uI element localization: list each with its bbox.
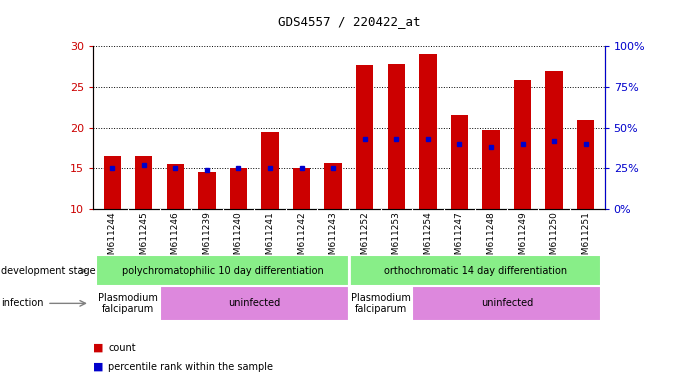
Bar	[135, 156, 153, 209]
Bar	[230, 168, 247, 209]
Bar	[349, 255, 601, 286]
Text: infection: infection	[1, 298, 44, 308]
Text: GSM611240: GSM611240	[234, 212, 243, 266]
Bar	[293, 168, 310, 209]
Text: GDS4557 / 220422_at: GDS4557 / 220422_at	[278, 15, 420, 28]
Text: GSM611253: GSM611253	[392, 212, 401, 266]
Text: GSM611241: GSM611241	[265, 212, 274, 266]
Bar	[97, 255, 349, 286]
Text: GSM611248: GSM611248	[486, 212, 495, 266]
Text: ■: ■	[93, 362, 104, 372]
Text: uninfected: uninfected	[228, 298, 281, 308]
Text: GSM611254: GSM611254	[424, 212, 433, 266]
Text: percentile rank within the sample: percentile rank within the sample	[108, 362, 274, 372]
Bar	[388, 64, 405, 209]
Bar	[419, 54, 437, 209]
Bar	[104, 156, 121, 209]
Text: GSM611247: GSM611247	[455, 212, 464, 266]
Bar	[325, 163, 342, 209]
Bar	[97, 286, 160, 321]
Bar	[545, 71, 562, 209]
Text: Plasmodium
falciparum: Plasmodium falciparum	[98, 293, 158, 314]
Text: orthochromatic 14 day differentiation: orthochromatic 14 day differentiation	[384, 266, 567, 276]
Bar	[160, 286, 349, 321]
Bar	[514, 80, 531, 209]
Text: GSM611242: GSM611242	[297, 212, 306, 266]
Bar	[577, 119, 594, 209]
Text: Plasmodium
falciparum: Plasmodium falciparum	[350, 293, 410, 314]
Text: polychromatophilic 10 day differentiation: polychromatophilic 10 day differentiatio…	[122, 266, 323, 276]
Bar	[412, 286, 601, 321]
Text: GSM611252: GSM611252	[360, 212, 369, 266]
Text: GSM611244: GSM611244	[108, 212, 117, 266]
Text: GSM611251: GSM611251	[581, 212, 590, 266]
Text: GSM611249: GSM611249	[518, 212, 527, 266]
Bar	[261, 132, 278, 209]
Text: GSM611245: GSM611245	[140, 212, 149, 266]
Text: ■: ■	[93, 343, 104, 353]
Bar	[356, 65, 373, 209]
Bar	[167, 164, 184, 209]
Text: development stage: development stage	[1, 266, 95, 276]
Text: GSM611239: GSM611239	[202, 212, 211, 266]
Bar	[482, 130, 500, 209]
Text: GSM611250: GSM611250	[549, 212, 558, 266]
Text: count: count	[108, 343, 136, 353]
Text: GSM611243: GSM611243	[329, 212, 338, 266]
Text: uninfected: uninfected	[481, 298, 533, 308]
Bar	[349, 286, 412, 321]
Bar	[198, 172, 216, 209]
Bar	[451, 116, 468, 209]
Text: GSM611246: GSM611246	[171, 212, 180, 266]
